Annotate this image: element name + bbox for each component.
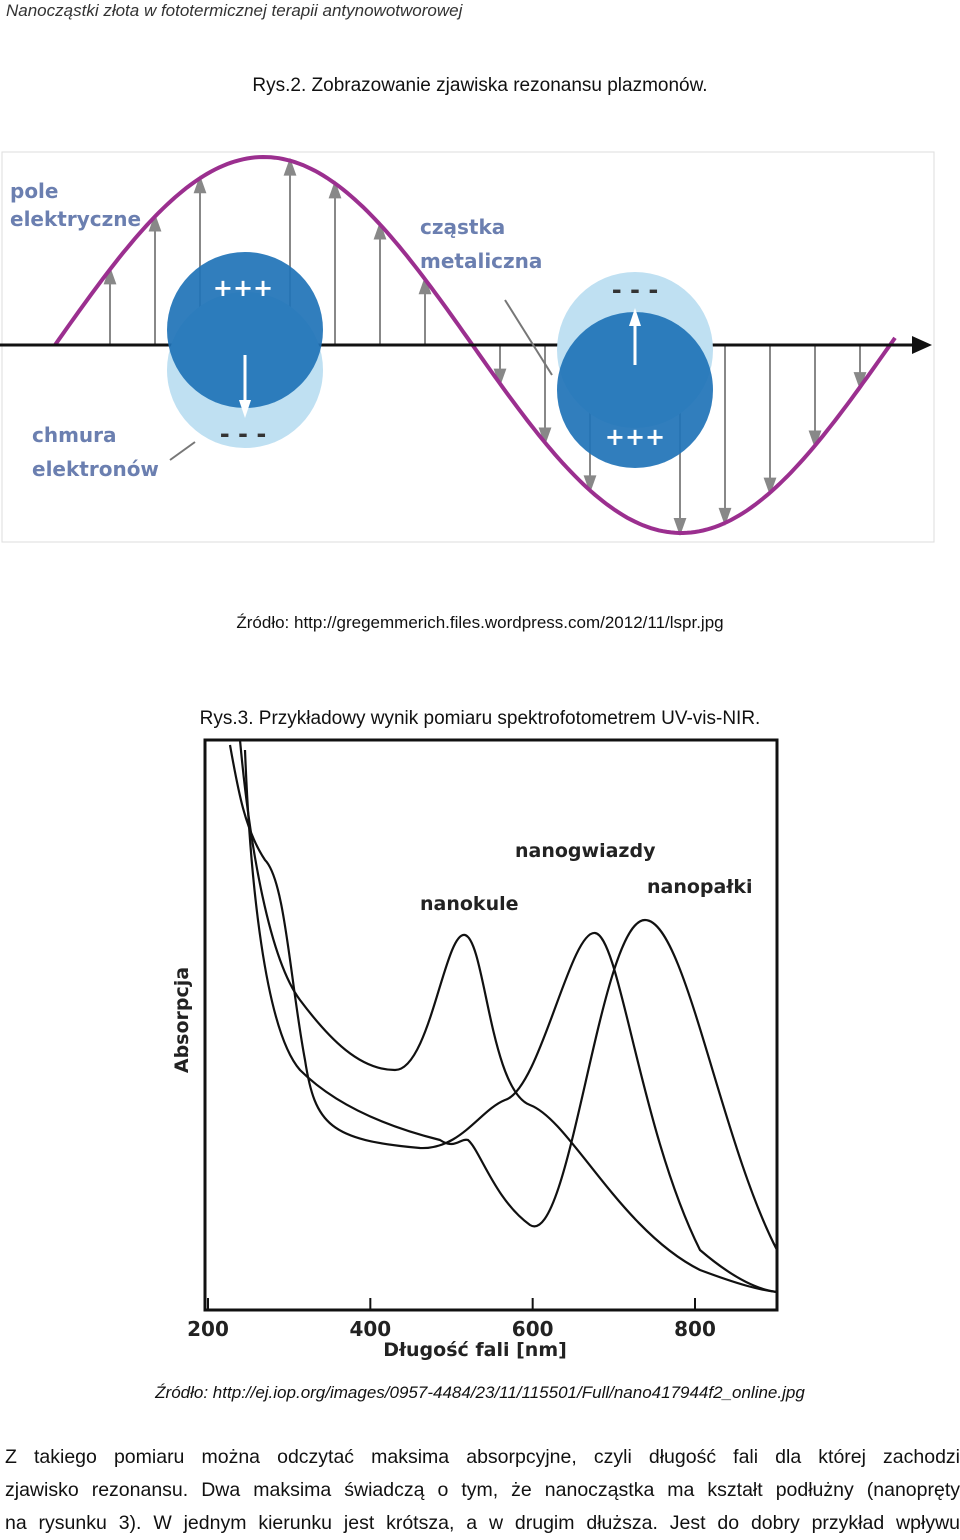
curve: [243, 749, 778, 1251]
figure-caption: Rys.3. Przykładowy wynik pomiaru spektro…: [199, 708, 761, 729]
spectrum-figure: 200 400 600 800 nanokule nanogwiazdy nanopa…: [171, 738, 779, 1361]
charge: - - -: [612, 276, 659, 304]
x-axis-label: Długość fali [nm]: [383, 1339, 567, 1361]
arrow-head: [629, 308, 641, 326]
plasmon-diagram: +++ - - - - - - +++ pole elektryczne czą…: [0, 151, 935, 543]
x-tick-label: 200: [187, 1317, 229, 1341]
curve-label: nanogwiazdy: [515, 840, 656, 862]
figure-caption: Rys.2. Zobrazowanie zjawiska rezonansu p…: [252, 75, 708, 96]
figure-source: Źródło: http://ej.iop.org/images/0957-44…: [155, 1383, 805, 1402]
charge: +++: [213, 274, 273, 302]
plot-frame: [203, 738, 779, 1312]
field-arrow-head: [148, 213, 162, 232]
field-arrow-head: [373, 221, 387, 240]
arrow-head: [239, 400, 251, 418]
y-axis-label: Absorpcja: [171, 967, 193, 1073]
particle: [557, 312, 713, 468]
field-arrow-head: [493, 368, 507, 387]
curve-label: nanokule: [420, 893, 519, 915]
label: metaliczna: [420, 249, 542, 273]
x-axis: 200 400 600 800: [187, 1298, 716, 1341]
field-arrow-head: [673, 517, 687, 536]
x-tick-label: 600: [512, 1317, 554, 1341]
text-line: na rysunku 3). W jednym kierunku jest kr…: [5, 1512, 960, 1534]
frame: [1, 151, 935, 543]
field-arrow-head: [538, 427, 552, 446]
curve: [238, 739, 778, 1294]
label: elektronów: [32, 457, 159, 481]
curve-label: nanopałki: [647, 876, 753, 898]
text-line: zjawisko rezonansu. Dwa maksima świadczą…: [5, 1479, 960, 1501]
field-arrow-head: [193, 175, 207, 194]
label: elektryczne: [10, 207, 141, 231]
field-arrow-head: [718, 507, 732, 526]
pointer: [169, 441, 196, 461]
particle: [167, 252, 323, 408]
field-arrow-head: [808, 430, 822, 449]
wave: [53, 154, 897, 535]
curve: [228, 744, 778, 1294]
charge: +++: [605, 423, 665, 451]
charge: - - -: [220, 420, 267, 448]
pointer: [504, 299, 553, 376]
figure-source: Źródło: http://gregemmerich.files.wordpr…: [236, 613, 724, 632]
field-arrow-head: [853, 372, 867, 391]
field-arrow-head: [418, 276, 432, 295]
header-title: Nanocząstki złota w fototermicznej terap…: [6, 1, 463, 20]
label: cząstka: [420, 215, 505, 239]
paragraph: Z takiego pomiaru można odczytać maksima…: [5, 1441, 960, 1540]
field-arrow-head: [283, 157, 297, 176]
x-tick-label: 400: [349, 1317, 391, 1341]
axis-arrow: [912, 336, 932, 354]
field-arrow-head: [328, 180, 342, 199]
text-line: Z takiego pomiaru można odczytać maksima…: [5, 1446, 960, 1468]
field-arrow-head: [763, 477, 777, 496]
label: chmura: [32, 423, 117, 447]
label: pole: [10, 179, 58, 203]
field-arrow-head: [103, 266, 117, 285]
x-tick-label: 800: [674, 1317, 716, 1341]
field-arrow-head: [583, 475, 597, 494]
